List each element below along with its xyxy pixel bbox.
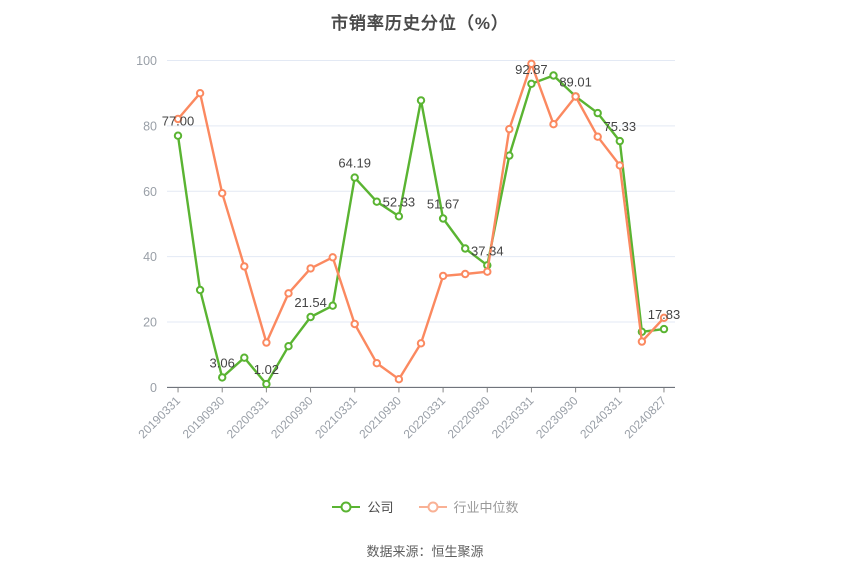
legend-item-industry-median[interactable]: 行业中位数 xyxy=(418,497,519,516)
company-point-marker xyxy=(416,96,426,105)
x-axis-label: 20220930 xyxy=(445,393,493,441)
industry-median-point-marker xyxy=(505,124,514,134)
y-axis-label: 40 xyxy=(143,250,157,264)
company-data-label: 37.34 xyxy=(471,243,504,258)
data-source-note: 数据来源：恒生聚源 xyxy=(366,544,484,559)
company-data-label: 21.54 xyxy=(294,295,327,310)
company-line xyxy=(176,74,666,386)
x-axis-label: 20200930 xyxy=(268,393,316,441)
x-axis-label: 20200331 xyxy=(224,393,272,441)
industry-median-point-marker xyxy=(461,269,470,279)
y-axis-label: 100 xyxy=(136,54,157,68)
company-point-marker xyxy=(394,212,404,221)
industry-median-point-marker xyxy=(372,359,381,368)
industry-median-point-marker xyxy=(262,338,271,347)
x-axis-label: 20240827 xyxy=(621,393,669,441)
x-axis-label: 20190331 xyxy=(135,393,183,441)
industry-median-point-marker xyxy=(306,264,315,273)
industry-median-point-marker xyxy=(328,253,337,262)
company-point-marker xyxy=(218,373,227,382)
company-data-label: 77.00 xyxy=(162,114,195,129)
company-data-label: 75.33 xyxy=(604,119,637,134)
y-axis-label: 60 xyxy=(143,185,157,199)
company-point-marker xyxy=(659,324,669,334)
industry-median-point-marker xyxy=(416,339,426,348)
industry-median-point-marker xyxy=(549,120,558,129)
y-axis-label: 80 xyxy=(143,119,157,133)
industry-median-point-marker xyxy=(173,114,183,124)
company-point-marker xyxy=(593,108,602,118)
company-series-icon xyxy=(331,500,361,514)
x-axis-label: 20230930 xyxy=(533,393,581,441)
chart-title: 市销率历史分位（%） xyxy=(330,14,510,33)
industry-median-point-marker xyxy=(438,271,448,281)
y-axis-label: 20 xyxy=(143,316,157,330)
industry-median-line xyxy=(176,62,666,381)
x-axis-label: 20190930 xyxy=(180,393,228,441)
legend-item-company[interactable]: 公司 xyxy=(331,497,394,516)
industry-median-point-marker xyxy=(195,89,205,98)
industry-median-point-marker xyxy=(615,161,624,170)
industry-median-point-marker xyxy=(571,92,580,101)
company-point-marker xyxy=(306,312,315,322)
company-point-marker xyxy=(372,197,381,206)
company-data-label: 1.02 xyxy=(254,362,279,377)
x-axis-label: 20210331 xyxy=(312,393,360,441)
company-point-marker xyxy=(262,379,271,389)
company-data-label: 92.87 xyxy=(515,62,548,77)
industry-median-point-marker xyxy=(637,337,647,346)
x-axis-label: 20230331 xyxy=(489,393,537,441)
company-point-marker xyxy=(549,71,558,80)
x-axis-label: 20240331 xyxy=(577,393,625,441)
company-data-label: 52.33 xyxy=(383,194,416,209)
industry-median-point-marker xyxy=(350,319,359,329)
industry-median-point-marker xyxy=(527,59,536,68)
legend: 公司 行业中位数 xyxy=(0,497,850,516)
industry-median-point-marker xyxy=(284,289,293,298)
company-point-marker xyxy=(328,301,337,310)
company-point-marker xyxy=(615,136,624,146)
industry-median-point-marker xyxy=(593,132,602,141)
legend-label-company: 公司 xyxy=(367,500,394,515)
industry-median-point-marker xyxy=(240,262,249,271)
industry-median-point-marker xyxy=(483,267,492,276)
company-point-marker xyxy=(350,173,359,182)
x-axis-label: 20220331 xyxy=(401,393,449,441)
company-data-label: 17.83 xyxy=(648,307,681,322)
line-chart: 0 20 40 60 80 100 2019033120190930202003312020… xyxy=(135,54,681,441)
company-point-marker xyxy=(173,131,183,140)
company-data-label: 51.67 xyxy=(427,197,460,212)
company-point-marker xyxy=(240,353,249,362)
company-point-marker xyxy=(461,244,470,253)
industry-median-series-icon xyxy=(418,500,448,514)
company-data-label: 64.19 xyxy=(338,156,371,171)
company-data-label: 3.06 xyxy=(210,355,235,370)
company-point-marker xyxy=(195,285,205,295)
company-point-marker xyxy=(284,342,293,351)
company-point-marker xyxy=(505,151,514,160)
company-data-label: 89.01 xyxy=(559,74,592,89)
company-point-marker xyxy=(527,79,536,89)
x-axis-label: 20210930 xyxy=(356,393,404,441)
industry-median-point-marker xyxy=(218,189,227,198)
industry-median-point-marker xyxy=(394,375,404,384)
company-point-marker xyxy=(438,214,448,223)
industry-median-point-marker xyxy=(659,313,669,322)
y-axis-label: 0 xyxy=(150,381,157,395)
legend-label-industry-median: 行业中位数 xyxy=(453,500,519,515)
